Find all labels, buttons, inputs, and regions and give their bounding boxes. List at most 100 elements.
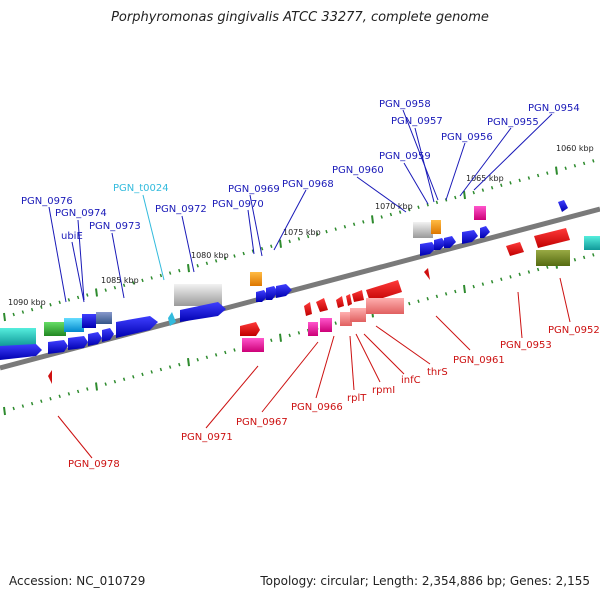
gene-0970[interactable] [266, 286, 278, 300]
gene-0966[interactable] [316, 298, 328, 312]
label-PGN_0960[interactable]: PGN_0960 [332, 165, 384, 176]
gene-0968[interactable] [276, 284, 292, 298]
label-PGN_0954[interactable]: PGN_0954 [528, 103, 580, 114]
gene-0973[interactable] [116, 316, 158, 338]
gene-steel[interactable] [96, 312, 112, 324]
gene-0967-box[interactable] [308, 322, 318, 336]
gene-0972-pseudo[interactable] [174, 284, 222, 306]
gene-0954[interactable] [558, 200, 568, 212]
gene-cyan-left[interactable] [0, 328, 36, 346]
label-PGN_0974[interactable]: PGN_0974 [55, 208, 107, 219]
label-PGN_t0024[interactable]: PGN_t0024 [113, 183, 169, 194]
lower-tick [58, 394, 61, 399]
label-PGN_0956[interactable]: PGN_0956 [441, 132, 493, 143]
label-PGN_0957[interactable]: PGN_0957 [391, 116, 443, 127]
label-PGN_0958[interactable]: PGN_0958 [379, 99, 431, 110]
gene-0967[interactable] [304, 302, 312, 316]
gene-0969-box[interactable] [250, 272, 262, 286]
gene-0959-box[interactable] [431, 220, 441, 234]
upper-tick [122, 283, 126, 287]
genome-summary-text: Topology: circular; Length: 2,354,886 bp… [260, 574, 590, 588]
label-ubiE[interactable]: ubiE [61, 231, 83, 242]
label-PGN_0972[interactable]: PGN_0972 [155, 204, 207, 215]
leader-PGN_0956 [445, 142, 466, 201]
upper-tick [352, 222, 356, 227]
label-thrS[interactable]: thrS [427, 367, 448, 378]
gene-rplT-pseudo[interactable] [340, 312, 352, 326]
gene-0959[interactable] [434, 238, 446, 250]
gene-rpmI-pseudo[interactable] [350, 308, 366, 322]
label-PGN_0959[interactable]: PGN_0959 [379, 151, 431, 162]
gene-thrS[interactable] [366, 280, 402, 302]
gene-0960-pseudo[interactable] [413, 222, 433, 238]
gene-0958-box[interactable] [474, 206, 486, 220]
label-PGN_0968[interactable]: PGN_0968 [282, 179, 334, 190]
gene-blue-left[interactable] [0, 344, 42, 360]
gene-blue-small[interactable] [82, 314, 96, 328]
label-PGN_0955[interactable]: PGN_0955 [487, 117, 539, 128]
upper-tick [509, 181, 512, 185]
label-infC[interactable]: infC [401, 375, 421, 386]
gene-cyan-right[interactable] [584, 236, 600, 250]
gene-ubiE-box[interactable] [44, 322, 66, 336]
upper-tick [582, 161, 586, 166]
label-PGN_0967[interactable]: PGN_0967 [236, 417, 288, 428]
gene-ubiE[interactable] [88, 332, 102, 346]
lower-tick [454, 289, 457, 294]
label-PGN_0966[interactable]: PGN_0966 [291, 402, 343, 413]
kbp-1085: 1085 kbp [101, 276, 139, 285]
gene-0953-box[interactable] [536, 250, 570, 266]
leader-PGN_0974 [77, 219, 85, 301]
gene-0961[interactable] [424, 268, 430, 280]
lower-tick [95, 382, 98, 391]
label-PGN_0973[interactable]: PGN_0973 [89, 221, 141, 232]
label-PGN_0978[interactable]: PGN_0978 [68, 459, 120, 470]
gene-0976[interactable] [48, 340, 68, 354]
leader-infC [363, 333, 405, 375]
lower-tick [205, 355, 209, 360]
gene-rpmI[interactable] [346, 294, 352, 306]
upper-tick [316, 232, 319, 236]
gene-0971-box[interactable] [242, 338, 264, 352]
upper-tick [260, 246, 264, 251]
upper-tick [270, 244, 273, 248]
label-PGN_0976[interactable]: PGN_0976 [21, 196, 73, 207]
label-PGN_0952[interactable]: PGN_0952 [548, 325, 600, 336]
lower-tick [592, 253, 595, 257]
minus-strand-genes [48, 228, 600, 384]
gene-infC[interactable] [352, 290, 364, 302]
gene-0952[interactable] [534, 228, 570, 248]
label-PGN_0970[interactable]: PGN_0970 [212, 199, 264, 210]
gene-0955[interactable] [480, 226, 490, 238]
label-PGN_0971[interactable]: PGN_0971 [181, 432, 233, 443]
label-PGN_0969[interactable]: PGN_0969 [228, 184, 280, 195]
lower-tick [463, 284, 466, 294]
label-rplT[interactable]: rplT [347, 393, 367, 404]
gene-0956[interactable] [462, 230, 478, 244]
gene-0953[interactable] [506, 242, 524, 256]
lower-tick [141, 372, 144, 377]
upper-tick [214, 259, 218, 263]
gene-thrS-pseudo[interactable] [366, 298, 404, 314]
gene-0971[interactable] [240, 322, 260, 336]
lower-tick [490, 279, 494, 284]
gene-0973a[interactable] [102, 328, 114, 342]
gene-0969[interactable] [256, 290, 268, 302]
lower-tick [159, 367, 163, 372]
kbp-1080: 1080 kbp [191, 251, 229, 260]
gene-0972[interactable] [180, 302, 226, 322]
gene-0960[interactable] [420, 242, 436, 256]
gene-rplT[interactable] [336, 296, 344, 308]
upper-tick [454, 195, 457, 200]
gene-teal[interactable] [64, 318, 84, 332]
gene-0966-box[interactable] [320, 318, 332, 332]
gene-0978[interactable] [48, 370, 52, 384]
gene-0957[interactable] [444, 236, 456, 248]
label-rpmI[interactable]: rpmI [372, 385, 395, 396]
label-PGN_0961[interactable]: PGN_0961 [453, 355, 505, 366]
upper-tick [12, 312, 15, 317]
label-PGN_0953[interactable]: PGN_0953 [500, 340, 552, 351]
gene-0974[interactable] [68, 336, 88, 350]
plus-strand-genes [0, 200, 568, 360]
gene-trna-t0024[interactable] [168, 312, 176, 326]
